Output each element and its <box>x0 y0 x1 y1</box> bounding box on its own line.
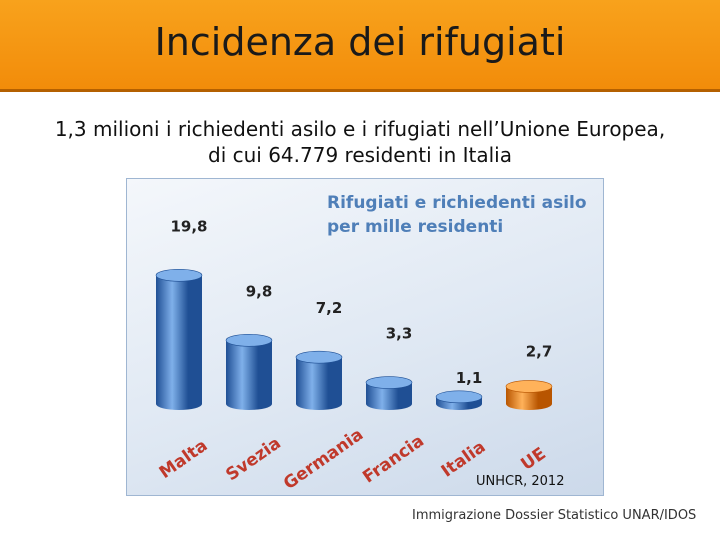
category-label-germania: Germania <box>280 425 367 494</box>
value-label-malta: 19,8 <box>170 217 207 235</box>
chart-panel: Rifugiati e richiedenti asilo per mille … <box>126 178 604 496</box>
bar-body-ue <box>506 386 552 410</box>
bar-cap-germania <box>295 350 343 364</box>
chart-title-line-2: per mille residenti <box>327 217 504 237</box>
bar-body-svezia <box>226 340 272 410</box>
bar-italia <box>435 390 483 410</box>
subtitle-line-2: di cui 64.779 residenti in Italia <box>208 143 512 167</box>
bar-body-malta <box>156 275 202 410</box>
bar-body-germania <box>296 357 342 410</box>
footer-credit: Immigrazione Dossier Statistico UNAR/IDO… <box>412 508 697 523</box>
source-label: UNHCR, 2012 <box>476 474 565 489</box>
bar-svezia <box>225 334 273 410</box>
title-bar: Incidenza dei rifugiati <box>0 0 720 92</box>
bar-cap-ue <box>505 380 553 393</box>
bar-malta <box>155 269 203 410</box>
category-label-svezia: Svezia <box>222 433 284 485</box>
chart-title-line-1: Rifugiati e richiedenti asilo <box>327 193 587 213</box>
bar-body-francia <box>366 382 412 410</box>
category-label-ue: UE <box>517 444 549 475</box>
bar-francia <box>365 376 413 410</box>
value-label-italia: 1,1 <box>456 369 483 387</box>
bar-cap-svezia <box>225 334 273 347</box>
chart-title: Rifugiati e richiedenti asilo per mille … <box>327 191 597 239</box>
subtitle: 1,3 milioni i richiedenti asilo e i rifu… <box>30 116 690 168</box>
value-label-germania: 7,2 <box>316 299 343 317</box>
value-label-svezia: 9,8 <box>246 282 273 300</box>
category-label-malta: Malta <box>156 436 212 483</box>
bar-chart: 19,8 Malta 9,8 Svezia 7,2 Germania 3,3 Francia 1… <box>155 217 553 494</box>
value-label-francia: 3,3 <box>386 325 413 343</box>
bar-germania <box>295 350 343 410</box>
page-title: Incidenza dei rifugiati <box>154 20 566 64</box>
bar-cap-malta <box>155 269 203 282</box>
bar-ue <box>505 380 553 410</box>
bar-cap-italia <box>435 390 483 404</box>
category-label-francia: Francia <box>359 431 428 487</box>
bar-cap-francia <box>365 376 413 389</box>
value-label-ue: 2,7 <box>526 342 553 360</box>
subtitle-line-1: 1,3 milioni i richiedenti asilo e i rifu… <box>54 117 666 141</box>
